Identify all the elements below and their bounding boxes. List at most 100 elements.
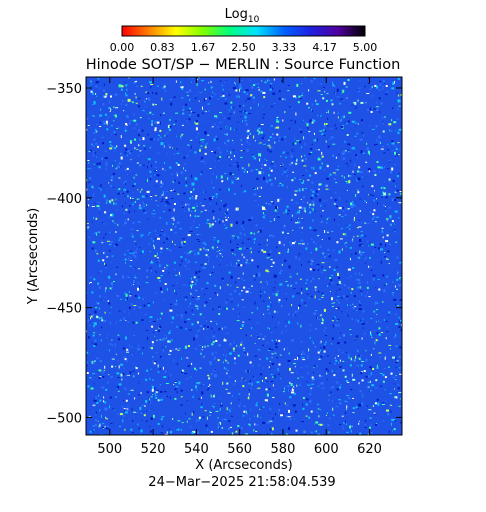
field-speckle: [260, 91, 262, 93]
field-speckle: [258, 124, 260, 127]
field-speckle: [396, 92, 398, 94]
field-speckle: [315, 289, 317, 291]
field-speckle: [398, 316, 400, 319]
field-speckle: [346, 380, 348, 382]
field-speckle: [150, 396, 153, 398]
field-speckle: [181, 241, 183, 244]
field-speckle: [152, 378, 154, 381]
field-speckle: [217, 157, 219, 161]
field-speckle: [360, 319, 362, 321]
field-speckle: [300, 324, 302, 328]
field-speckle: [397, 142, 400, 144]
field-speckle: [152, 360, 154, 364]
field-speckle: [326, 218, 328, 221]
field-speckle: [218, 308, 220, 310]
field-speckle: [196, 239, 200, 241]
field-speckle: [161, 194, 164, 196]
field-speckle: [108, 182, 110, 184]
field-speckle: [333, 203, 336, 205]
field-speckle: [348, 397, 350, 399]
field-speckle: [139, 348, 141, 351]
field-speckle: [338, 154, 340, 155]
field-speckle: [147, 304, 150, 307]
field-speckle: [296, 372, 298, 374]
field-speckle: [382, 236, 384, 239]
field-speckle: [280, 414, 284, 417]
field-speckle: [173, 216, 175, 218]
colorbar-ticks: 0.00 0.83 1.67 2.50 3.33 4.17 5.00: [110, 41, 378, 54]
field-speckle: [213, 237, 216, 239]
field-speckle: [346, 122, 348, 125]
field-speckle: [259, 358, 261, 360]
field-speckle: [146, 410, 148, 412]
field-speckle: [269, 428, 272, 431]
field-speckle: [163, 391, 167, 393]
field-speckle: [105, 388, 108, 391]
field-speckle: [380, 120, 382, 123]
field-speckle: [159, 326, 162, 329]
field-speckle: [258, 143, 260, 145]
field-speckle: [94, 396, 97, 398]
field-speckle: [155, 180, 158, 183]
field-speckle: [361, 251, 365, 253]
field-speckle: [369, 417, 372, 419]
field-speckle: [388, 160, 391, 162]
field-speckle: [118, 368, 120, 370]
field-speckle: [222, 92, 224, 94]
field-speckle: [383, 419, 385, 422]
field-speckle: [283, 244, 285, 246]
field-speckle: [174, 382, 177, 383]
field-speckle: [324, 91, 326, 93]
field-speckle: [270, 182, 273, 186]
field-speckle: [123, 181, 127, 184]
field-speckle: [394, 379, 397, 380]
field-speckle: [104, 407, 107, 410]
field-speckle: [157, 364, 159, 368]
field-speckle: [221, 327, 223, 330]
field-speckle: [306, 381, 308, 383]
field-speckle: [359, 250, 361, 254]
field-speckle: [212, 308, 214, 310]
field-speckle: [323, 125, 326, 127]
field-speckle: [191, 389, 193, 391]
field-speckle: [210, 363, 212, 366]
field-speckle: [118, 166, 120, 168]
field-speckle: [200, 138, 203, 141]
field-speckle: [380, 260, 382, 264]
field-speckle: [128, 210, 130, 214]
field-speckle: [361, 361, 365, 362]
field-speckle: [281, 138, 284, 141]
field-speckle: [94, 424, 97, 426]
field-speckle: [263, 250, 267, 253]
field-speckle: [235, 178, 237, 180]
field-speckle: [186, 400, 188, 402]
field-speckle: [226, 412, 228, 414]
field-speckle: [283, 171, 287, 173]
field-speckle: [366, 147, 369, 150]
field-speckle: [149, 81, 152, 84]
field-speckle: [292, 149, 295, 151]
field-speckle: [323, 134, 326, 136]
field-speckle: [358, 272, 360, 275]
field-speckle: [142, 110, 145, 112]
field-speckle: [184, 252, 187, 254]
field-speckle: [385, 85, 388, 87]
field-speckle: [305, 366, 308, 368]
field-speckle: [302, 219, 304, 221]
field-speckle: [384, 376, 387, 379]
field-speckle: [281, 231, 284, 234]
field-speckle: [311, 383, 314, 385]
field-speckle: [231, 235, 235, 237]
field-speckle: [342, 334, 345, 336]
field-speckle: [134, 267, 136, 270]
field-speckle: [143, 304, 146, 307]
field-speckle: [229, 113, 232, 115]
field-speckle: [259, 408, 261, 410]
field-speckle: [354, 101, 357, 105]
field-speckle: [368, 245, 369, 247]
field-speckle: [381, 195, 384, 197]
field-speckle: [358, 355, 360, 357]
field-speckle: [215, 369, 216, 371]
field-speckle: [244, 379, 246, 381]
field-speckle: [115, 353, 117, 355]
